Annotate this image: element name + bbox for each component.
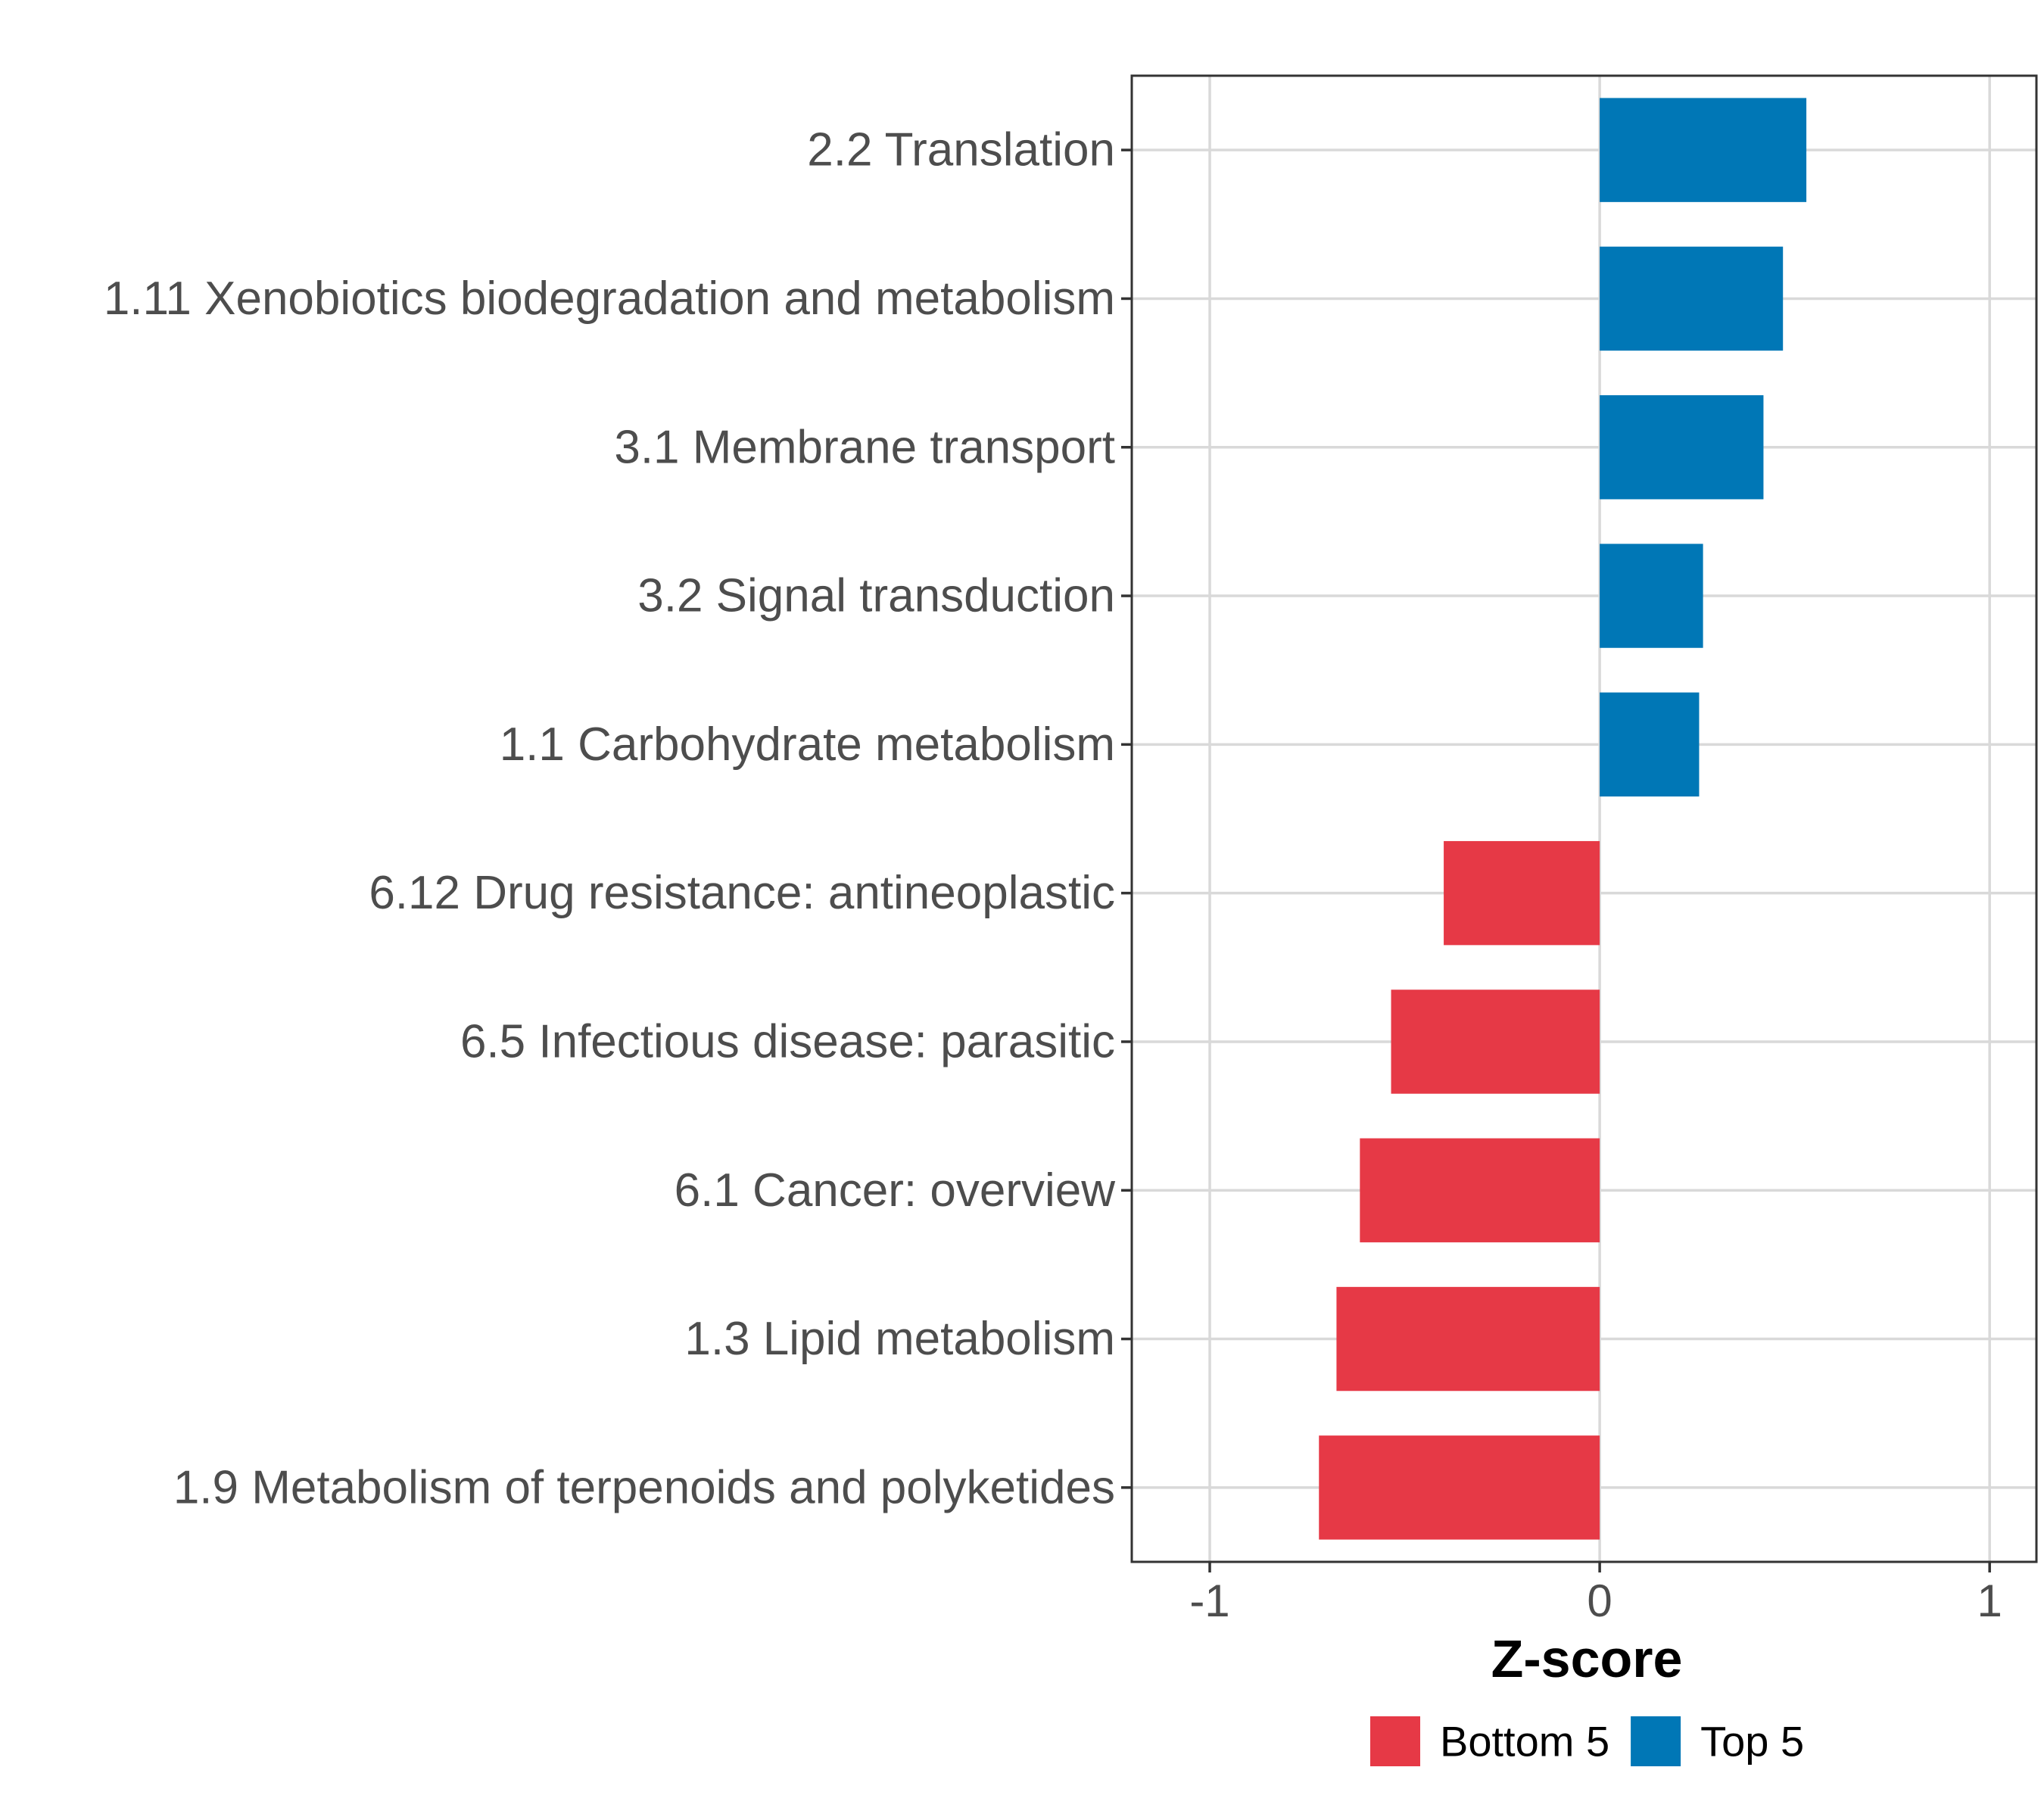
category-label: 3.1 Membrane transport <box>614 421 1115 473</box>
legend-label: Bottom 5 <box>1440 1718 1609 1766</box>
category-label: 3.2 Signal transduction <box>637 570 1115 622</box>
legend-swatch <box>1631 1716 1681 1766</box>
plot-panel-border <box>1130 74 2038 1563</box>
category-label: 6.5 Infectious disease: parasitic <box>460 1015 1115 1067</box>
category-label: 1.1 Carbohydrate metabolism <box>500 718 1115 771</box>
x-tick-label: -1 <box>1189 1575 1229 1626</box>
x-tick-label: 1 <box>1977 1575 2002 1626</box>
bar <box>1391 990 1600 1094</box>
y-axis: 2.2 Translation 1.11 Xenobiotics biodegra… <box>104 124 1132 1513</box>
bar <box>1336 1286 1600 1392</box>
category-label: 6.12 Drug resistance: antineoplastic <box>369 867 1115 919</box>
bar <box>1600 395 1764 500</box>
bar <box>1319 1435 1600 1540</box>
x-axis: -1 0 1 <box>1189 1562 2002 1626</box>
legend: Bottom 5 Top 5 <box>1370 1716 1804 1766</box>
bar <box>1600 544 1703 648</box>
category-label: 1.11 Xenobiotics biodegradation and meta… <box>104 273 1115 325</box>
category-label: 6.1 Cancer: overview <box>675 1164 1116 1217</box>
legend-swatch <box>1370 1716 1420 1766</box>
x-tick-label: 0 <box>1587 1575 1612 1626</box>
bar <box>1600 246 1784 351</box>
bar <box>1600 98 1807 202</box>
bar <box>1444 840 1600 946</box>
category-label: 1.3 Lipid metabolism <box>684 1313 1115 1365</box>
category-label: 2.2 Translation <box>807 124 1115 176</box>
bar <box>1360 1138 1600 1242</box>
bar-layer <box>1319 98 1807 1540</box>
x-axis-title: Z-score <box>1491 1629 1683 1688</box>
bar <box>1600 692 1700 797</box>
legend-label: Top 5 <box>1700 1718 1804 1766</box>
category-label: 1.9 Metabolism of terpenoids and polyket… <box>173 1461 1115 1513</box>
